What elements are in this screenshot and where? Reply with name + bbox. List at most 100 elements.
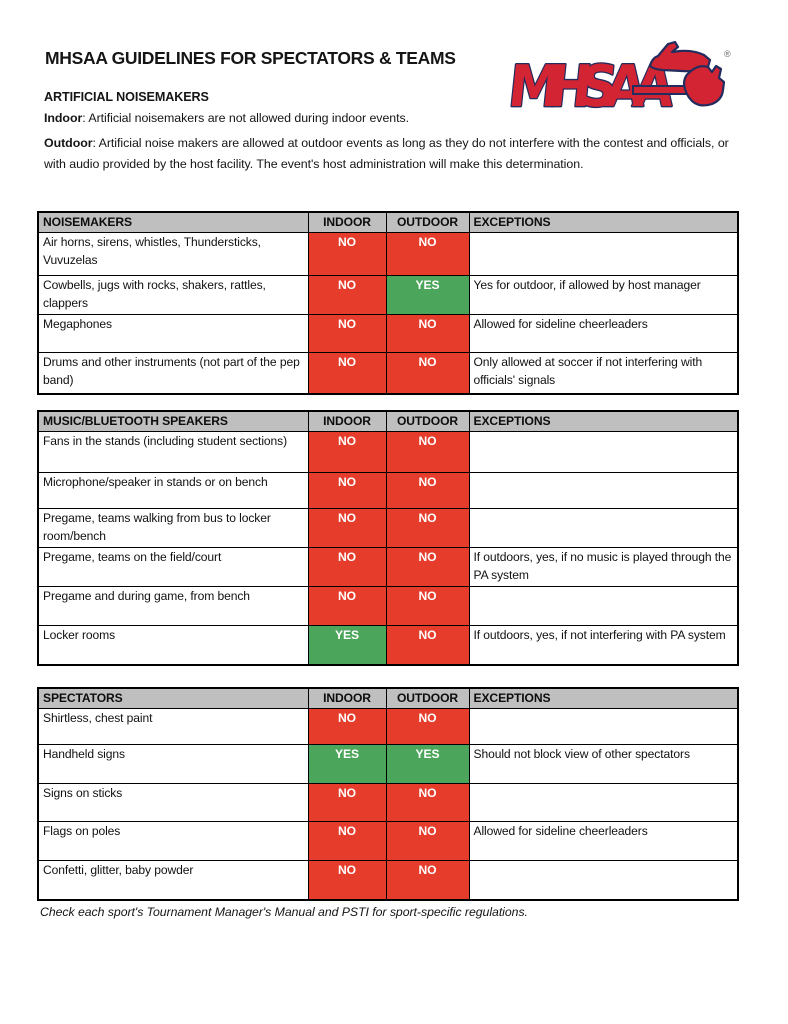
footer-note: Check each sport's Tournament Manager's … (40, 905, 528, 919)
table-row: Pregame, teams walking from bus to locke… (37, 507, 739, 548)
item-cell: Pregame, teams walking from bus to locke… (37, 507, 309, 548)
column-header-exceptions: EXCEPTIONS (468, 211, 739, 233)
column-header-indoor: INDOOR (307, 687, 387, 709)
column-header-exceptions: EXCEPTIONS (468, 687, 739, 709)
item-cell: Pregame, teams on the field/court (37, 546, 309, 587)
indoor-text: : Artificial noisemakers are not allowed… (82, 111, 410, 125)
outdoor-cell: NO (385, 313, 470, 353)
exception-cell (468, 471, 739, 509)
indoor-cell: NO (307, 231, 387, 276)
table-row: Shirtless, chest paint NO NO (37, 707, 739, 745)
table-row: Microphone/speaker in stands or on bench… (37, 471, 739, 509)
table-title-spectators: SPECTATORS (37, 687, 309, 709)
outdoor-cell: NO (385, 351, 470, 395)
outdoor-label: Outdoor (44, 136, 93, 150)
table-title-noisemakers: NOISEMAKERS (37, 211, 309, 233)
column-header-outdoor: OUTDOOR (385, 687, 470, 709)
item-cell: Pregame and during game, from bench (37, 585, 309, 626)
indoor-cell: NO (307, 707, 387, 745)
indoor-cell: NO (307, 274, 387, 315)
column-header-indoor: INDOOR (307, 410, 387, 432)
registered-trademark-icon: ® (724, 49, 731, 59)
exception-cell: Allowed for sideline cheerleaders (468, 313, 739, 353)
exception-cell: Should not block view of other spectator… (468, 743, 739, 784)
table-header-row: SPECTATORS INDOOR OUTDOOR EXCEPTIONS (37, 687, 739, 709)
table-row: Signs on sticks NO NO (37, 782, 739, 822)
table-row: Handheld signs YES YES Should not block … (37, 743, 739, 784)
exception-cell: If outdoors, yes, if no music is played … (468, 546, 739, 587)
outdoor-note: Outdoor: Artificial noise makers are all… (44, 133, 744, 175)
table-row: Pregame, teams on the field/court NO NO … (37, 546, 739, 587)
item-cell: Confetti, glitter, baby powder (37, 859, 309, 901)
indoor-cell: NO (307, 351, 387, 395)
mhsaa-logo-graphic: MHSAA ® (504, 40, 731, 121)
table-title-speakers: MUSIC/BLUETOOTH SPEAKERS (37, 410, 309, 432)
noisemakers-table: NOISEMAKERS INDOOR OUTDOOR EXCEPTIONS Ai… (37, 211, 739, 395)
indoor-cell: NO (307, 546, 387, 587)
table-row: Confetti, glitter, baby powder NO NO (37, 859, 739, 901)
column-header-outdoor: OUTDOOR (385, 211, 470, 233)
column-header-outdoor: OUTDOOR (385, 410, 470, 432)
indoor-note: Indoor: Artificial noisemakers are not a… (44, 108, 744, 129)
item-cell: Shirtless, chest paint (37, 707, 309, 745)
outdoor-text: : Artificial noise makers are allowed at… (44, 136, 729, 171)
table-row: Pregame and during game, from bench NO N… (37, 585, 739, 626)
page-title: MHSAA GUIDELINES FOR SPECTATORS & TEAMS (45, 48, 456, 68)
table-row: Flags on poles NO NO Allowed for sidelin… (37, 820, 739, 861)
table-row: Locker rooms YES NO If outdoors, yes, if… (37, 624, 739, 666)
outdoor-cell: NO (385, 820, 470, 861)
indoor-label: Indoor (44, 111, 83, 125)
michigan-upper-peninsula-icon (648, 40, 712, 73)
exception-cell (468, 859, 739, 901)
exception-cell: Yes for outdoor, if allowed by host mana… (468, 274, 739, 315)
item-cell: Microphone/speaker in stands or on bench (37, 471, 309, 509)
indoor-cell: YES (307, 743, 387, 784)
indoor-cell: YES (307, 624, 387, 666)
indoor-cell: NO (307, 430, 387, 473)
mhsaa-logo: MHSAA ® (500, 38, 740, 121)
item-cell: Megaphones (37, 313, 309, 353)
spectators-table: SPECTATORS INDOOR OUTDOOR EXCEPTIONS Shi… (37, 687, 739, 901)
exception-cell (468, 782, 739, 822)
section-heading: ARTIFICIAL NOISEMAKERS (44, 90, 209, 104)
item-cell: Signs on sticks (37, 782, 309, 822)
outdoor-cell: NO (385, 585, 470, 626)
indoor-cell: NO (307, 585, 387, 626)
table-header-row: NOISEMAKERS INDOOR OUTDOOR EXCEPTIONS (37, 211, 739, 233)
outdoor-cell: NO (385, 859, 470, 901)
outdoor-cell: NO (385, 782, 470, 822)
outdoor-cell: YES (385, 274, 470, 315)
table-row: Fans in the stands (including student se… (37, 430, 739, 473)
item-cell: Locker rooms (37, 624, 309, 666)
speakers-table: MUSIC/BLUETOOTH SPEAKERS INDOOR OUTDOOR … (37, 410, 739, 666)
exception-cell: If outdoors, yes, if not interfering wit… (468, 624, 739, 666)
item-cell: Cowbells, jugs with rocks, shakers, ratt… (37, 274, 309, 315)
indoor-cell: NO (307, 507, 387, 548)
indoor-cell: NO (307, 313, 387, 353)
indoor-cell: NO (307, 782, 387, 822)
table-header-row: MUSIC/BLUETOOTH SPEAKERS INDOOR OUTDOOR … (37, 410, 739, 432)
indoor-cell: NO (307, 471, 387, 509)
outdoor-cell: NO (385, 707, 470, 745)
outdoor-cell: NO (385, 430, 470, 473)
exception-cell: Only allowed at soccer if not interferin… (468, 351, 739, 395)
table-row: Air horns, sirens, whistles, Thunderstic… (37, 231, 739, 276)
column-header-indoor: INDOOR (307, 211, 387, 233)
outdoor-cell: YES (385, 743, 470, 784)
outdoor-cell: NO (385, 546, 470, 587)
table-row: Megaphones NO NO Allowed for sideline ch… (37, 313, 739, 353)
item-cell: Fans in the stands (including student se… (37, 430, 309, 473)
outdoor-cell: NO (385, 231, 470, 276)
outdoor-cell: NO (385, 471, 470, 509)
indoor-cell: NO (307, 859, 387, 901)
exception-cell (468, 707, 739, 745)
exception-cell: Allowed for sideline cheerleaders (468, 820, 739, 861)
item-cell: Drums and other instruments (not part of… (37, 351, 309, 395)
exception-cell (468, 231, 739, 276)
table-row: Drums and other instruments (not part of… (37, 351, 739, 395)
item-cell: Air horns, sirens, whistles, Thunderstic… (37, 231, 309, 276)
indoor-cell: NO (307, 820, 387, 861)
exception-cell (468, 585, 739, 626)
item-cell: Handheld signs (37, 743, 309, 784)
item-cell: Flags on poles (37, 820, 309, 861)
